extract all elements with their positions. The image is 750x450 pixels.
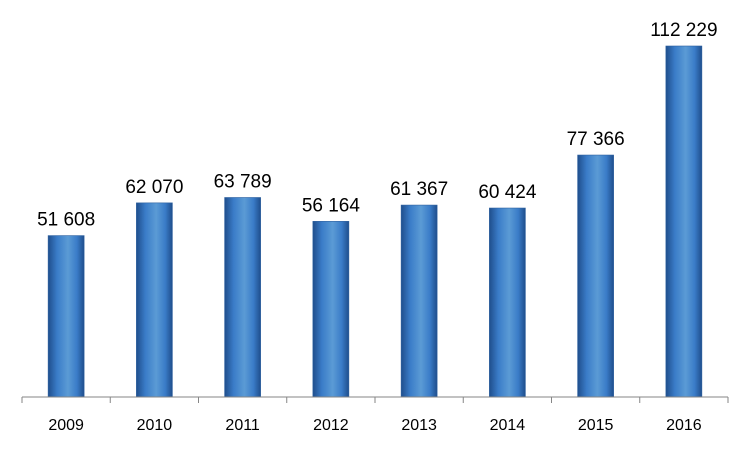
bars-group bbox=[47, 45, 703, 398]
bar-2013 bbox=[400, 204, 438, 398]
bar-2015 bbox=[577, 154, 614, 398]
data-labels-group: 51 608 62 070 63 789 56 164 61 367 60 424 77 3… bbox=[37, 20, 717, 231]
bar-2009 bbox=[47, 235, 85, 398]
bar-2014 bbox=[489, 207, 526, 398]
data-label-2011: 63 789 bbox=[214, 171, 272, 192]
x-tick-label-2016: 2016 bbox=[666, 417, 702, 434]
x-tick-label-2010: 2010 bbox=[137, 417, 173, 434]
x-tick-label-2012: 2012 bbox=[313, 417, 349, 434]
data-label-2016: 112 229 bbox=[650, 20, 717, 41]
data-label-2014: 60 424 bbox=[478, 182, 537, 203]
data-label-2010: 62 070 bbox=[125, 177, 183, 198]
x-tick-label-2009: 2009 bbox=[48, 417, 84, 434]
x-tick-label-2014: 2014 bbox=[490, 417, 526, 434]
x-tick-labels-group: 2009 2010 2011 2012 2013 2014 2015 2016 bbox=[48, 417, 701, 434]
x-tick-label-2011: 2011 bbox=[225, 417, 260, 434]
bar-2016 bbox=[665, 45, 703, 398]
data-label-2012: 56 164 bbox=[302, 195, 361, 216]
data-label-2009: 51 608 bbox=[37, 210, 95, 231]
x-axis bbox=[21, 396, 729, 403]
bar-2011 bbox=[224, 197, 261, 398]
x-tick-label-2015: 2015 bbox=[578, 417, 614, 434]
bar-2012 bbox=[312, 221, 350, 398]
data-label-2015: 77 366 bbox=[567, 129, 625, 150]
bar-2010 bbox=[136, 202, 173, 398]
x-tick-label-2013: 2013 bbox=[401, 417, 437, 434]
data-label-2013: 61 367 bbox=[390, 179, 448, 200]
